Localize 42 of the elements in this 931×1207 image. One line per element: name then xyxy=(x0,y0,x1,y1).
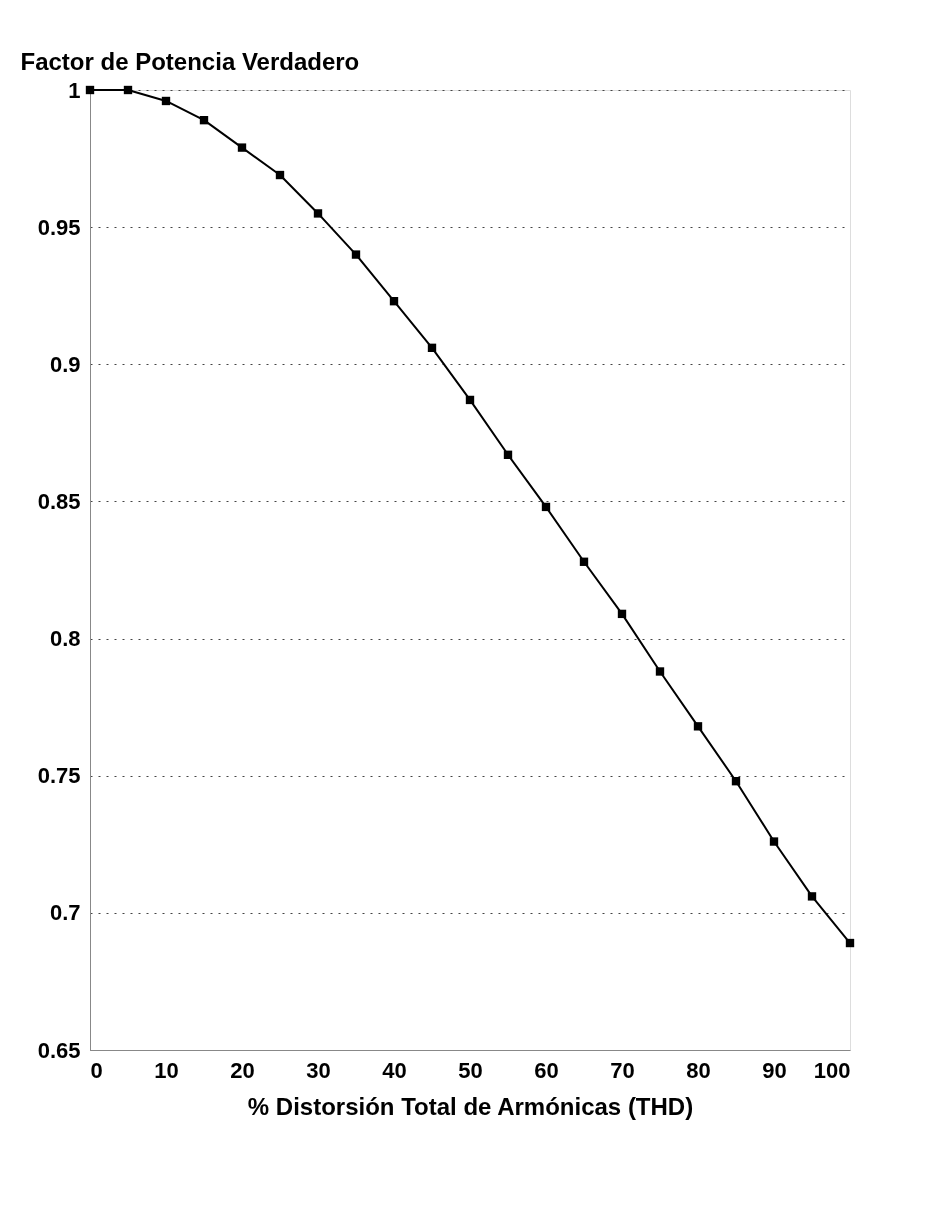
x-axis-title: % Distorsión Total de Armónicas (THD) xyxy=(247,1092,694,1120)
y-tick-label: 0.9 xyxy=(49,351,81,377)
point xyxy=(85,85,95,95)
point xyxy=(161,96,171,106)
point xyxy=(655,667,665,676)
x-tick-label: 70 xyxy=(610,1057,635,1083)
x-tick-label: 30 xyxy=(306,1057,331,1083)
x-tick-label: 40 xyxy=(382,1057,407,1083)
point xyxy=(123,85,133,95)
y-tick-label: 1 xyxy=(68,77,81,103)
y-tick-label: 0.7 xyxy=(49,900,81,926)
point xyxy=(617,609,627,619)
y-tick-label: 0.65 xyxy=(37,1037,81,1063)
y-tick-label: 0.85 xyxy=(37,488,81,514)
point xyxy=(199,115,209,125)
point xyxy=(237,143,247,152)
x-tick-label: 100 xyxy=(813,1057,851,1083)
point xyxy=(845,938,855,948)
x-tick-label: 0 xyxy=(90,1057,103,1083)
x-tick-label: 80 xyxy=(686,1057,711,1083)
point xyxy=(693,722,703,731)
y-tick-label: 0.95 xyxy=(37,214,81,240)
point xyxy=(769,837,779,846)
point xyxy=(579,557,589,566)
x-tick-label: 60 xyxy=(534,1057,559,1083)
point xyxy=(427,343,437,353)
x-tick-label: 20 xyxy=(230,1057,255,1083)
point xyxy=(313,209,323,218)
point xyxy=(503,450,513,459)
point xyxy=(465,395,475,405)
x-tick-label: 90 xyxy=(762,1057,787,1083)
point xyxy=(541,502,551,512)
point xyxy=(731,777,741,786)
y-tick-label: 0.75 xyxy=(37,763,81,789)
y-tick-label: 0.8 xyxy=(49,626,81,652)
point xyxy=(275,170,285,180)
x-tick-label: 50 xyxy=(458,1057,483,1083)
point xyxy=(351,250,361,259)
point xyxy=(807,892,817,901)
y-axis-title: Factor de Potencia Verdadero xyxy=(20,47,360,75)
x-tick-label: 10 xyxy=(154,1057,179,1083)
point xyxy=(389,297,399,306)
